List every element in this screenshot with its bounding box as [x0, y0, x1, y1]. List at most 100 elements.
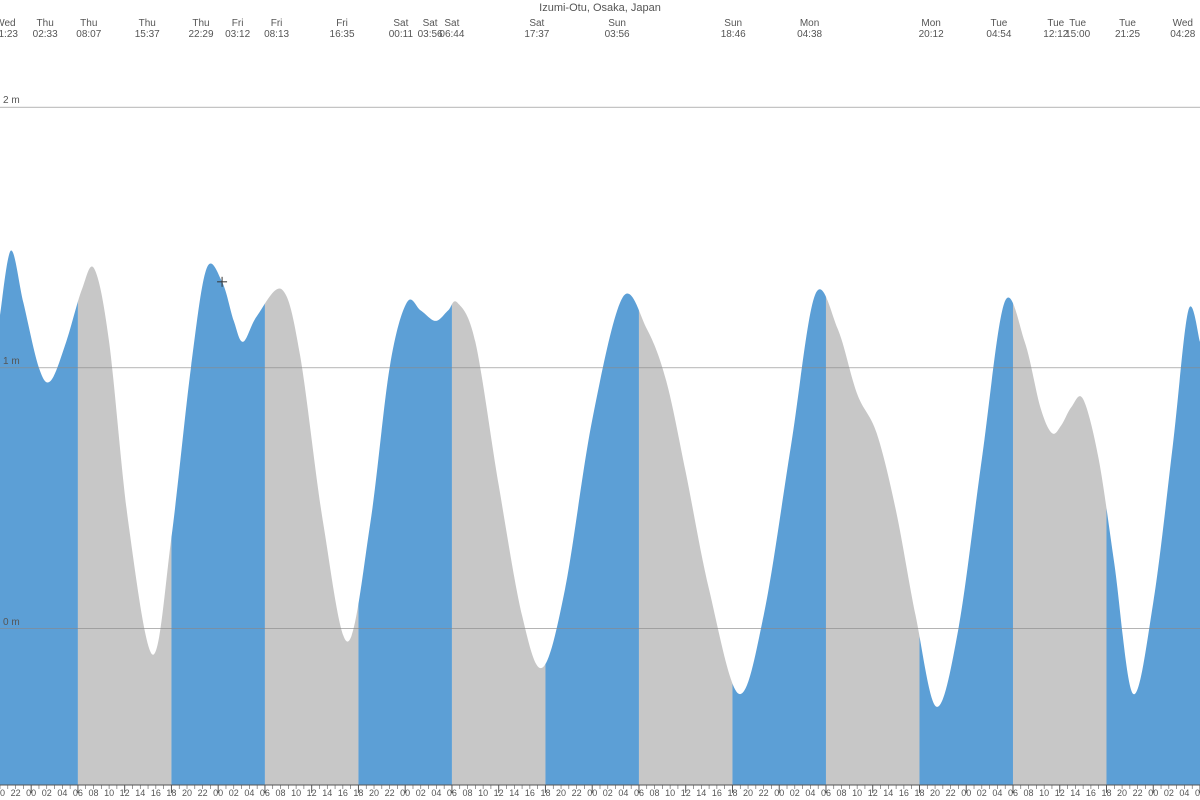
y-gridline-label: 1 m: [3, 356, 20, 367]
x-hour-label: 04: [244, 788, 254, 798]
x-hour-label: 02: [229, 788, 239, 798]
x-hour-label: 20: [556, 788, 566, 798]
x-hour-label: 20: [930, 788, 940, 798]
x-hour-label: 04: [431, 788, 441, 798]
x-hour-label: 10: [478, 788, 488, 798]
tide-event-label: Sun18:46: [721, 18, 746, 40]
x-hour-label: 00: [961, 788, 971, 798]
x-hour-label: 04: [618, 788, 628, 798]
tide-event-label: Sat17:37: [524, 18, 549, 40]
x-hour-label: 22: [11, 788, 21, 798]
x-hour-label: 20: [1117, 788, 1127, 798]
x-hour-label: 16: [151, 788, 161, 798]
x-hour-label: 02: [42, 788, 52, 798]
x-hour-label: 20: [0, 788, 5, 798]
x-hour-label: 18: [1101, 788, 1111, 798]
x-hour-label: 16: [899, 788, 909, 798]
tide-event-label: Fri08:13: [264, 18, 289, 40]
tide-event-label: Thu02:33: [33, 18, 58, 40]
x-hour-label: 14: [1070, 788, 1080, 798]
tide-event-label: Mon20:12: [919, 18, 944, 40]
tide-event-label: Wed04:28: [1170, 18, 1195, 40]
x-hour-label: 12: [494, 788, 504, 798]
x-hour-label: 02: [790, 788, 800, 798]
x-hour-label: 14: [696, 788, 706, 798]
x-hour-label: 12: [868, 788, 878, 798]
x-hour-label: 20: [369, 788, 379, 798]
x-hour-label: 18: [540, 788, 550, 798]
x-hour-label: 22: [385, 788, 395, 798]
x-hour-label: 08: [650, 788, 660, 798]
tide-event-label: Tue04:54: [986, 18, 1011, 40]
x-hour-label: 16: [338, 788, 348, 798]
tide-event-label: Sat06:44: [439, 18, 464, 40]
x-hour-label: 04: [57, 788, 67, 798]
x-hour-label: 02: [1164, 788, 1174, 798]
x-hour-label: 00: [213, 788, 223, 798]
tide-chart: [0, 0, 1200, 800]
x-hour-label: 08: [88, 788, 98, 798]
tide-event-label: Thu08:07: [76, 18, 101, 40]
x-hour-label: 18: [727, 788, 737, 798]
x-hour-label: 10: [852, 788, 862, 798]
tide-event-label: Tue21:25: [1115, 18, 1140, 40]
x-hour-label: 06: [634, 788, 644, 798]
x-hour-label: 10: [1039, 788, 1049, 798]
x-hour-label: 16: [525, 788, 535, 798]
x-hour-label: 06: [73, 788, 83, 798]
x-hour-label: 12: [1055, 788, 1065, 798]
tide-event-label: Tue15:00: [1065, 18, 1090, 40]
x-hour-label: 22: [759, 788, 769, 798]
tide-event-label: Wed21:23: [0, 18, 18, 40]
x-hour-label: 22: [1133, 788, 1143, 798]
x-hour-label: 14: [135, 788, 145, 798]
x-hour-label: 10: [291, 788, 301, 798]
tide-event-label: Sat00:11: [389, 18, 413, 40]
x-hour-label: 08: [276, 788, 286, 798]
x-hour-label: 06: [1195, 788, 1200, 798]
x-hour-label: 16: [1086, 788, 1096, 798]
x-hour-label: 08: [463, 788, 473, 798]
y-gridline-label: 0 m: [3, 617, 20, 628]
tide-event-label: Sun03:56: [605, 18, 630, 40]
x-hour-label: 12: [307, 788, 317, 798]
x-hour-label: 10: [665, 788, 675, 798]
x-hour-label: 14: [322, 788, 332, 798]
x-hour-label: 22: [946, 788, 956, 798]
x-hour-label: 00: [1148, 788, 1158, 798]
x-hour-label: 16: [712, 788, 722, 798]
y-gridline-label: 2 m: [3, 95, 20, 106]
x-hour-label: 14: [883, 788, 893, 798]
x-hour-label: 06: [260, 788, 270, 798]
x-hour-label: 20: [743, 788, 753, 798]
x-hour-label: 00: [26, 788, 36, 798]
x-hour-label: 18: [353, 788, 363, 798]
x-hour-label: 20: [182, 788, 192, 798]
x-hour-label: 08: [837, 788, 847, 798]
tide-event-label: Fri16:35: [330, 18, 355, 40]
x-hour-label: 14: [509, 788, 519, 798]
x-hour-label: 12: [120, 788, 130, 798]
x-hour-label: 22: [572, 788, 582, 798]
tide-event-label: Thu22:29: [188, 18, 213, 40]
tide-event-label: Mon04:38: [797, 18, 822, 40]
x-hour-label: 12: [681, 788, 691, 798]
x-hour-label: 00: [774, 788, 784, 798]
x-hour-label: 02: [416, 788, 426, 798]
x-hour-label: 18: [914, 788, 924, 798]
x-hour-label: 18: [166, 788, 176, 798]
tide-event-label: Thu15:37: [135, 18, 160, 40]
x-hour-label: 02: [603, 788, 613, 798]
x-hour-label: 22: [198, 788, 208, 798]
x-hour-label: 04: [1179, 788, 1189, 798]
x-hour-label: 10: [104, 788, 114, 798]
x-hour-label: 06: [1008, 788, 1018, 798]
x-hour-label: 06: [447, 788, 457, 798]
x-hour-label: 06: [821, 788, 831, 798]
x-hour-label: 00: [400, 788, 410, 798]
x-hour-label: 08: [1024, 788, 1034, 798]
x-hour-label: 02: [977, 788, 987, 798]
x-hour-label: 04: [992, 788, 1002, 798]
x-hour-label: 00: [587, 788, 597, 798]
tide-event-label: Fri03:12: [225, 18, 250, 40]
